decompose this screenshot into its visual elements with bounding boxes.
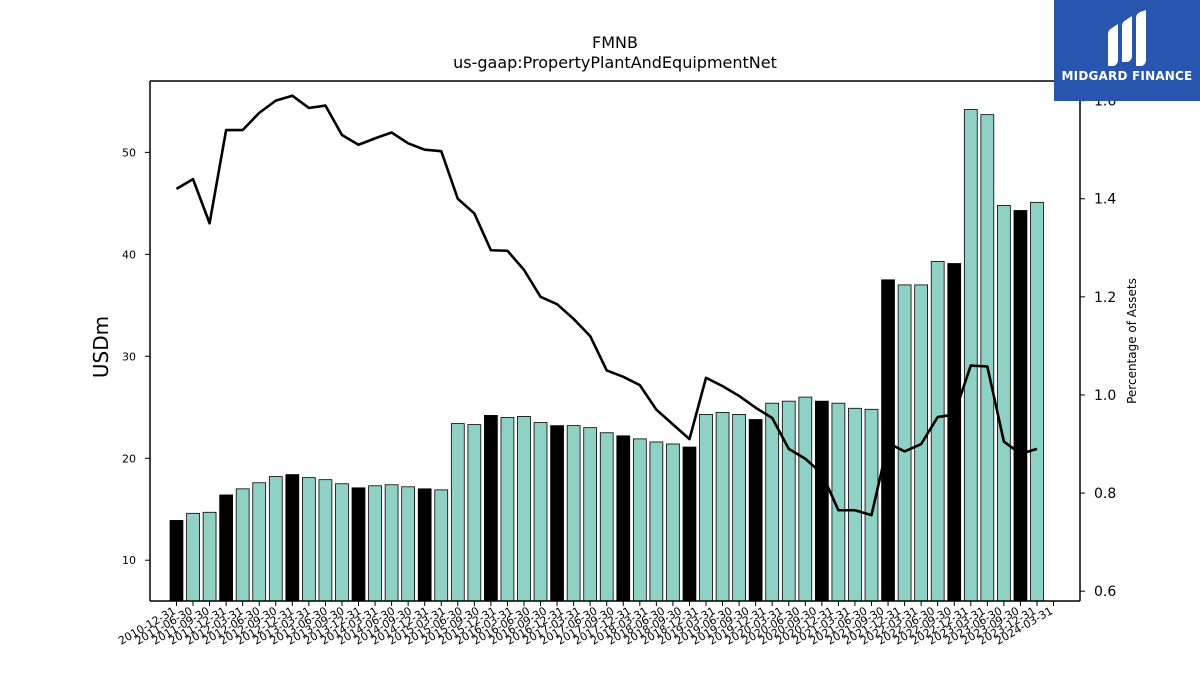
left-y-axis: 10 20 30 40 50 xyxy=(122,146,150,567)
bar-2011-12-31 xyxy=(235,488,250,602)
left-tick-label: 50 xyxy=(122,146,136,159)
bar-2022-09-30 xyxy=(947,263,962,602)
bar-2018-03-31 xyxy=(649,441,664,602)
bar-2023-12-31 xyxy=(1030,201,1044,602)
bar-2019-12-31 xyxy=(765,402,780,602)
bar-2012-09-30 xyxy=(285,474,300,602)
left-tick-label: 40 xyxy=(122,248,136,261)
bar-2010-12-31 xyxy=(169,520,184,602)
bar-2015-03-31 xyxy=(450,423,465,602)
bar-2020-09-30 xyxy=(815,400,829,602)
bar-2014-12-31 xyxy=(434,489,449,602)
percentage-line xyxy=(175,94,1038,517)
axes xyxy=(149,80,1081,602)
left-tick-label: 10 xyxy=(122,554,136,567)
right-tick-label: 0.8 xyxy=(1094,486,1116,502)
bar-2015-06-30 xyxy=(467,424,482,602)
bar-2015-09-30 xyxy=(484,415,498,602)
left-tick-label: 20 xyxy=(122,452,136,465)
y-axis-label-left: USDm xyxy=(89,316,113,378)
chart-subtitle: us-gaap:PropertyPlantAndEquipmentNet xyxy=(453,53,777,72)
bar-2019-09-30 xyxy=(748,419,763,602)
bar-2016-06-30 xyxy=(533,422,548,602)
bar-2017-12-31 xyxy=(632,438,647,602)
bar-2016-03-31 xyxy=(517,416,531,602)
brand-logo-text: MIDGARD FINANCE xyxy=(1061,69,1193,83)
bar-2011-09-30 xyxy=(219,494,233,602)
right-tick-label: 1.4 xyxy=(1094,192,1116,208)
bar-2018-12-31 xyxy=(699,414,713,602)
bar-2011-03-31 xyxy=(186,512,200,602)
bar-2020-03-31 xyxy=(781,400,796,602)
bar-2022-06-30 xyxy=(930,261,945,602)
y-axis-label-right: Percentage of Assets xyxy=(1125,278,1139,404)
right-y-axis: 0.60.81.01.21.41.6 xyxy=(1080,94,1116,600)
bar-2015-12-31 xyxy=(500,417,515,602)
bar-2012-12-31 xyxy=(302,477,316,602)
bar-2021-06-30 xyxy=(864,408,879,602)
line-series-layer xyxy=(175,94,1038,517)
brand-logo: MIDGARD FINANCE xyxy=(1054,0,1200,101)
right-tick-label: 0.6 xyxy=(1094,584,1116,600)
bar-2018-09-30 xyxy=(682,446,697,602)
bar-2013-09-30 xyxy=(351,487,366,602)
bar-series xyxy=(169,109,1044,602)
right-tick-label: 1.0 xyxy=(1094,388,1116,404)
bar-2013-12-31 xyxy=(368,485,382,602)
left-tick-label: 30 xyxy=(122,350,136,363)
x-axis: 2010-12-312011-06-302011-09-302011-12-31… xyxy=(116,601,1055,648)
bar-2018-06-30 xyxy=(666,443,680,602)
bar-2011-06-30 xyxy=(202,511,217,602)
bar-2014-06-30 xyxy=(401,486,416,602)
bar-2019-06-30 xyxy=(732,414,746,602)
midgard-logo-icon xyxy=(1108,10,1146,66)
chart-title: FMNB xyxy=(592,33,638,52)
bar-2016-12-31 xyxy=(566,425,581,602)
bar-2012-06-30 xyxy=(268,476,283,602)
right-tick-label: 1.2 xyxy=(1094,290,1116,306)
bar-2021-03-31 xyxy=(848,407,862,602)
bar-2022-12-31 xyxy=(963,109,978,602)
bar-2014-03-31 xyxy=(384,484,399,602)
bar-2023-03-31 xyxy=(980,114,995,602)
bar-2021-09-30 xyxy=(881,279,895,602)
bar-2023-06-30 xyxy=(997,204,1011,602)
bar-2021-12-31 xyxy=(897,284,912,602)
bar-2012-03-31 xyxy=(252,482,267,602)
bar-2013-03-31 xyxy=(318,479,333,602)
bar-2014-09-30 xyxy=(417,488,432,602)
bar-2017-03-31 xyxy=(583,427,598,602)
bar-2020-06-30 xyxy=(798,396,813,602)
bar-2016-09-30 xyxy=(550,425,564,602)
bar-2019-03-31 xyxy=(715,411,730,602)
bar-2023-09-30 xyxy=(1013,210,1028,602)
bar-2017-06-30 xyxy=(599,432,614,602)
bar-2013-06-30 xyxy=(335,483,349,602)
bar-2017-09-30 xyxy=(616,435,631,602)
